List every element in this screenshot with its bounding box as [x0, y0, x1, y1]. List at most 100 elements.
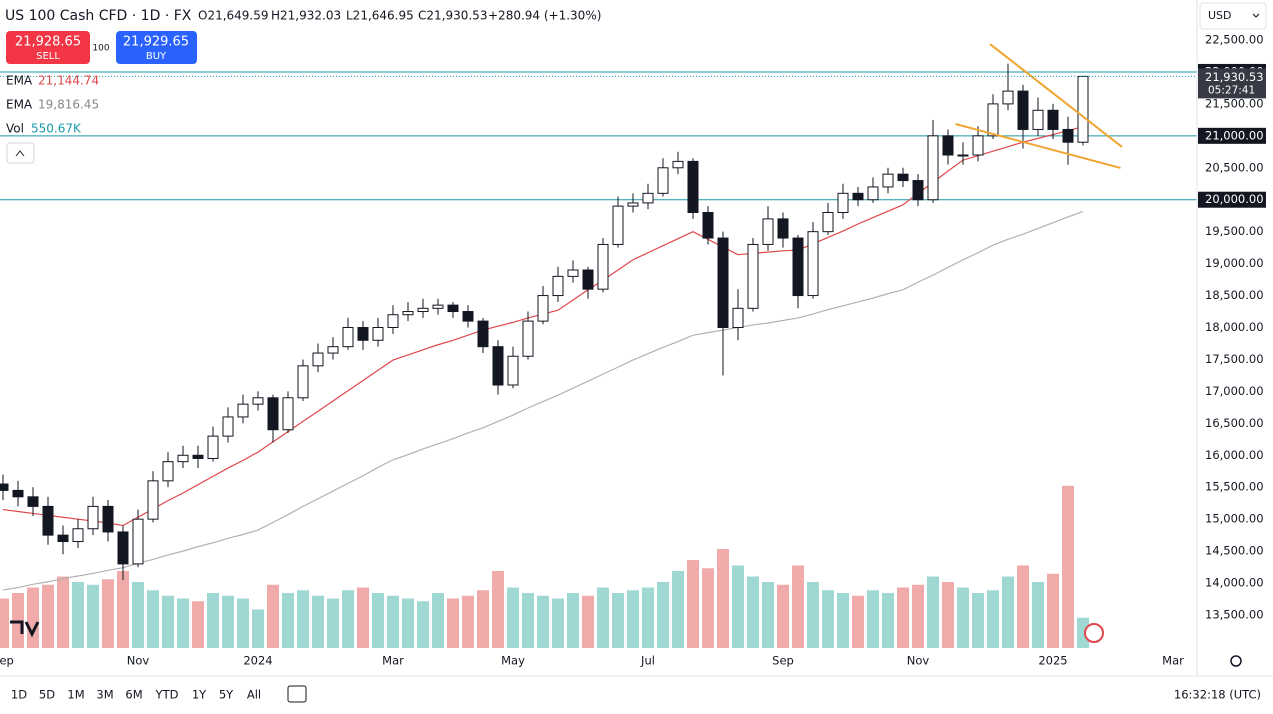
volume-bar [237, 598, 249, 648]
y-tick-label: 18,000.00 [1205, 320, 1264, 334]
y-tick-label: 16,500.00 [1205, 416, 1264, 430]
candle-body [177, 454, 189, 463]
candle-body [12, 489, 24, 498]
volume-bar [822, 590, 834, 648]
collapse-button[interactable] [6, 142, 35, 164]
spread: 100 [92, 44, 109, 54]
date-range-icon[interactable] [287, 685, 307, 703]
logo [10, 620, 40, 638]
volume-bar [1032, 582, 1044, 648]
volume-bar [0, 598, 9, 648]
volume-bar [312, 595, 324, 648]
candle-body [327, 346, 339, 354]
candle-body [897, 173, 909, 182]
volume-bar [132, 582, 144, 648]
volume-bar [807, 582, 819, 648]
settings-icon[interactable] [1230, 655, 1242, 667]
range-button[interactable]: 5D [39, 688, 55, 702]
dropdown-icon[interactable] [1252, 13, 1260, 18]
volume-bar [717, 549, 729, 648]
x-tick-label: Nov [907, 654, 930, 668]
y-tick-label: 15,000.00 [1205, 512, 1264, 526]
volume-bar [207, 593, 219, 648]
candle-body [627, 202, 639, 207]
volume-bar [1002, 576, 1014, 648]
legend-ema-name: EMA [6, 74, 33, 88]
volume-bar [162, 595, 174, 648]
range-button[interactable]: YTD [155, 688, 179, 702]
volume-bar [1062, 485, 1074, 648]
candle-body [597, 243, 609, 290]
volume-bar [1077, 617, 1089, 648]
y-tick-label: 22,500.00 [1205, 33, 1264, 47]
candle-body [942, 135, 954, 156]
volume-bar [27, 587, 39, 648]
candle-body [762, 218, 774, 245]
sell-button[interactable]: 21,928.65 SELL [6, 31, 90, 64]
volume-bar [642, 587, 654, 648]
volume-bar [942, 582, 954, 648]
range-button[interactable]: 3M [96, 688, 113, 702]
volume-bar [372, 593, 384, 648]
currency[interactable]: USD [1208, 9, 1232, 22]
buy-box[interactable] [116, 31, 197, 64]
buy-label[interactable]: BUY [146, 51, 167, 62]
range-button[interactable]: 1M [67, 688, 84, 702]
x-tick-label: Nov [127, 654, 150, 668]
candle-body [192, 454, 204, 459]
volume-bar [777, 584, 789, 648]
candle-body [1062, 128, 1074, 143]
level-label: 20,000.00 [1205, 192, 1264, 206]
candle-body [102, 505, 114, 533]
candle-body [1002, 90, 1014, 105]
symbol: US 100 Cash CFD · 1D · FX [5, 8, 192, 24]
volume-bar [567, 593, 579, 648]
level-label: 21,000.00 [1205, 128, 1264, 142]
x-tick-label: 2025 [1038, 654, 1067, 668]
candle-body [777, 218, 789, 239]
x-tick-label: 2024 [243, 654, 272, 668]
candle-body [972, 135, 984, 156]
volume-bar [582, 595, 594, 648]
volume-bar [417, 601, 429, 648]
volume-bar [597, 587, 609, 648]
last-price-label: 21,930.53 [1205, 70, 1264, 84]
candle-body [732, 307, 744, 329]
volume-bar [792, 565, 804, 648]
y-tick-label: 20,500.00 [1205, 160, 1264, 174]
candle-body [282, 397, 294, 431]
volume-bar [222, 595, 234, 648]
range-button[interactable]: 5Y [219, 688, 234, 702]
buy-button[interactable]: 21,929.65 BUY [116, 31, 197, 64]
volume-bar [327, 598, 339, 648]
currency-select[interactable] [1199, 2, 1267, 30]
range-button[interactable]: All [247, 688, 261, 702]
x-tick-label: May [501, 654, 525, 668]
sell-box[interactable] [6, 31, 90, 64]
range-button[interactable]: 1Y [192, 688, 207, 702]
level-label-box [1198, 127, 1266, 144]
volume-bar [492, 571, 504, 648]
range-button[interactable]: 6M [125, 688, 142, 702]
sell-label[interactable]: SELL [36, 51, 60, 62]
legend-ema-name: EMA [6, 98, 33, 112]
event-flag[interactable] [1084, 623, 1104, 643]
candle-body [222, 416, 234, 437]
candle-body [87, 505, 99, 530]
volume-bar [357, 587, 369, 648]
candle-body [747, 243, 759, 309]
range-button[interactable]: 1D [11, 688, 27, 702]
buy-price[interactable]: 21,929.65 [123, 35, 189, 50]
volume-bar [72, 582, 84, 648]
candle-body [117, 531, 129, 565]
volume-bar [897, 587, 909, 648]
collapse-icon[interactable] [15, 150, 25, 157]
volume-bar [732, 565, 744, 648]
volume-bar [987, 590, 999, 648]
candle-body [297, 365, 309, 399]
candle-body [552, 275, 564, 297]
sell-price[interactable]: 21,928.65 [15, 35, 81, 50]
candle-body [582, 269, 594, 290]
candle-body [1017, 90, 1029, 130]
x-tick-label: Jul [640, 654, 655, 668]
